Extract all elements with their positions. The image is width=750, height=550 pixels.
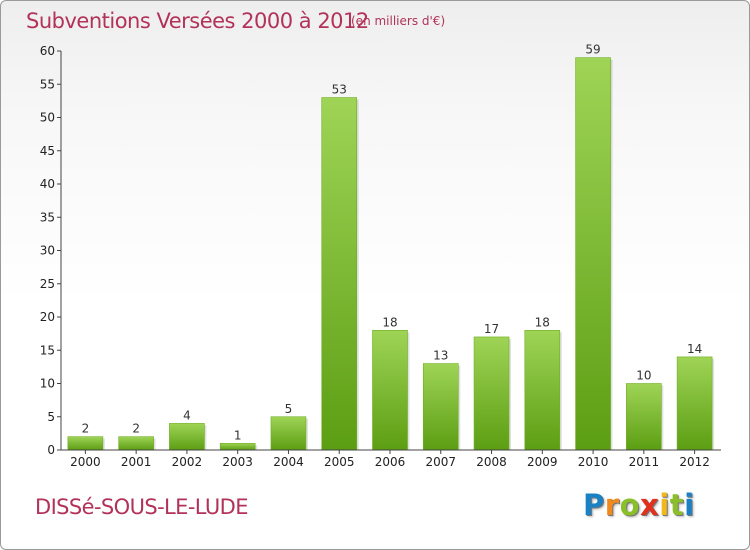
bar-value-label: 1 <box>234 428 242 442</box>
chart-title: Subventions Versées 2000 à 2012 <box>26 9 369 33</box>
bar <box>524 329 561 451</box>
x-tick-label: 2001 <box>121 455 152 469</box>
bar <box>676 356 713 451</box>
x-tick-label: 2011 <box>629 455 660 469</box>
proxiti-logo: Proxiti <box>583 488 695 522</box>
x-tick-label: 2005 <box>324 455 355 469</box>
x-axis: 2000 2001 2002 2003 2004 2005 2006 2007 2008 2009… <box>61 449 721 469</box>
y-tick-label: 50 <box>40 111 55 125</box>
bar-value-label: 17 <box>484 322 499 336</box>
bar-value-label: 4 <box>183 408 191 422</box>
unit-label: (en milliers d'€) <box>351 14 446 28</box>
bar-value-label: 2 <box>132 422 140 436</box>
bar <box>219 443 256 451</box>
x-tick-label: 2010 <box>578 455 609 469</box>
bar <box>270 416 307 451</box>
logo-letter: r <box>604 488 620 522</box>
x-tick-label: 2006 <box>375 455 406 469</box>
bars: 2 2 4 1 5 53 18 13 17 18 59 10 14 <box>67 43 715 451</box>
y-tick-label: 40 <box>40 177 55 191</box>
bar <box>372 329 408 451</box>
commune-name: DISSé-SOUS-LE-LUDE <box>35 495 248 519</box>
bar-value-label: 53 <box>332 83 347 97</box>
y-tick-label: 35 <box>40 210 55 224</box>
logo-letter: i <box>684 488 695 522</box>
bar-value-label: 59 <box>585 43 600 57</box>
y-tick-label: 30 <box>40 244 55 258</box>
bar <box>118 436 154 451</box>
bar-value-label: 18 <box>535 315 550 329</box>
bar-value-label: 14 <box>687 342 702 356</box>
bar <box>321 97 358 451</box>
bar-value-label: 10 <box>636 369 651 383</box>
logo-letter: t <box>669 488 685 522</box>
x-tick-label: 2000 <box>70 455 101 469</box>
x-tick-label: 2012 <box>679 455 710 469</box>
y-tick-label: 10 <box>40 377 55 391</box>
bar <box>575 57 611 451</box>
bar <box>473 336 510 451</box>
y-tick-label: 25 <box>40 277 55 291</box>
x-tick-label: 2009 <box>527 455 558 469</box>
logo-letter: i <box>659 488 670 522</box>
y-tick-label: 45 <box>40 144 55 158</box>
x-tick-label: 2003 <box>222 455 253 469</box>
bar-value-label: 5 <box>285 402 293 416</box>
y-axis: 0 5 10 15 20 25 30 35 40 45 50 55 60 <box>40 44 62 457</box>
logo-letter: x <box>640 488 660 522</box>
bar <box>422 363 459 451</box>
x-tick-label: 2002 <box>172 455 203 469</box>
bar-value-label: 13 <box>433 349 448 363</box>
logo-letter: P <box>583 488 605 522</box>
bar-value-label: 18 <box>382 315 397 329</box>
x-tick-label: 2004 <box>273 455 304 469</box>
y-tick-label: 55 <box>40 77 55 91</box>
x-tick-label: 2008 <box>476 455 507 469</box>
bar-value-label: 2 <box>82 422 90 436</box>
logo-letter: o <box>619 488 641 522</box>
bar <box>169 423 205 451</box>
y-tick-label: 0 <box>47 443 55 457</box>
y-tick-label: 15 <box>40 343 55 357</box>
y-tick-label: 60 <box>40 44 55 58</box>
y-tick-label: 5 <box>47 410 55 424</box>
x-tick-label: 2007 <box>425 455 456 469</box>
bar <box>67 436 104 451</box>
bar <box>626 383 662 451</box>
y-tick-label: 20 <box>40 310 55 324</box>
